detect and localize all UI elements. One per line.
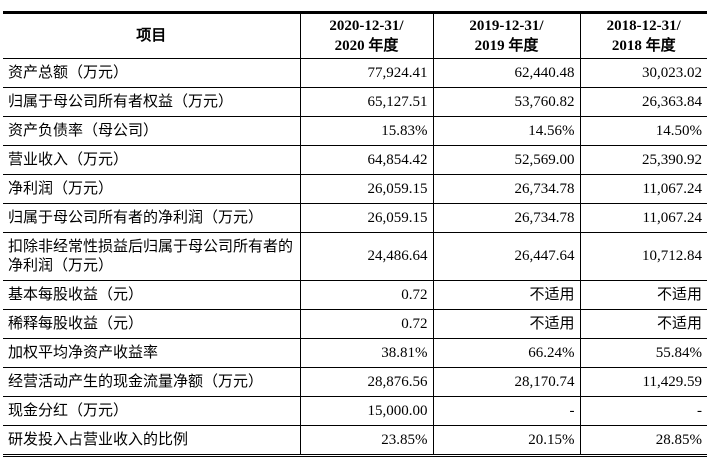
header-text: 2019 年度 — [474, 38, 539, 54]
header-2019: 2019-12-31/2019 年度 — [432, 12, 581, 59]
row-label: 现金分红（万元） — [3, 396, 301, 426]
header-text: 2020-12-31/ — [329, 18, 404, 34]
value-cell: 10,712.84 — [579, 232, 707, 281]
value-cell: 24,486.64 — [299, 232, 434, 281]
value-cell: 23.85% — [299, 425, 434, 456]
table-row: 资产负债率（母公司） 15.83% 14.56% 14.50% — [3, 116, 707, 146]
header-text: 2018 年度 — [611, 38, 676, 54]
table-row: 归属于母公司所有者的净利润（万元） 26,059.15 26,734.78 11,06… — [3, 203, 707, 233]
row-label: 扣除非经常性损益后归属于母公司所有者的净利润（万元） — [3, 232, 301, 281]
value-cell: 55.84% — [579, 338, 707, 368]
value-cell: 不适用 — [579, 309, 707, 339]
value-cell: 26,734.78 — [432, 203, 581, 233]
value-cell: 30,023.02 — [579, 58, 707, 88]
value-cell: 64,854.42 — [299, 145, 434, 175]
table-row: 扣除非经常性损益后归属于母公司所有者的净利润（万元） 24,486.64 26,44… — [3, 232, 707, 281]
value-cell: 28.85% — [579, 425, 707, 456]
value-cell: 不适用 — [432, 309, 581, 339]
value-cell: 14.56% — [432, 116, 581, 146]
table-row: 净利润（万元） 26,059.15 26,734.78 11,067.24 — [3, 174, 707, 204]
value-cell: 11,067.24 — [579, 203, 707, 233]
table-row: 现金分红（万元） 15,000.00- - — [3, 396, 707, 426]
row-label: 加权平均净资产收益率 — [3, 338, 301, 368]
row-label: 净利润（万元） — [3, 174, 301, 204]
value-cell: 15.83% — [299, 116, 434, 146]
value-cell: - — [432, 396, 581, 426]
value-cell: 53,760.82 — [432, 87, 581, 117]
value-cell: 26,734.78 — [432, 174, 581, 204]
value-cell: 11,067.24 — [579, 174, 707, 204]
row-label: 经营活动产生的现金流量净额（万元） — [3, 367, 301, 397]
row-label: 营业收入（万元） — [3, 145, 301, 175]
row-label: 归属于母公司所有者的净利润（万元） — [3, 203, 301, 233]
table-row: 基本每股收益（元） 0.72 不适用 不适用 — [3, 280, 707, 310]
value-cell: 77,924.41 — [299, 58, 434, 88]
value-cell: 26,447.64 — [432, 232, 581, 281]
financial-summary-table: 项目 2020-12-31/2020 年度 2019-12-31/2019 年度… — [3, 11, 707, 457]
value-cell: 0.72 — [299, 280, 434, 310]
value-cell: 52,569.00 — [432, 145, 581, 175]
header-text: 项目 — [136, 28, 167, 44]
header-text: 2020 年度 — [334, 38, 399, 54]
value-cell: 不适用 — [579, 280, 707, 310]
value-cell: 38.81% — [299, 338, 434, 368]
value-cell: 65,127.51 — [299, 87, 434, 117]
row-label: 资产总额（万元） — [3, 58, 301, 88]
value-cell: 28,876.56 — [299, 367, 434, 397]
table-row: 研发投入占营业收入的比例 23.85% 20.15% 28.85% — [3, 425, 707, 456]
table-row: 资产总额（万元） 77,924.41 62,440.48 30,023.02 — [3, 58, 707, 88]
value-cell: 11,429.59 — [579, 367, 707, 397]
value-cell: 62,440.48 — [432, 58, 581, 88]
row-label: 归属于母公司所有者权益（万元） — [3, 87, 301, 117]
row-label: 基本每股收益（元） — [3, 280, 301, 310]
table-row: 加权平均净资产收益率 38.81% 66.24% 55.84% — [3, 338, 707, 368]
header-2018: 2018-12-31/2018 年度 — [579, 12, 707, 59]
header-text: 2018-12-31/ — [606, 18, 681, 34]
table-row: 营业收入（万元） 64,854.42 52,569.00 25,390.92 — [3, 145, 707, 175]
value-cell: 15,000.00 — [299, 396, 434, 426]
value-cell: 0.72 — [299, 309, 434, 339]
value-cell: 20.15% — [432, 425, 581, 456]
value-cell: 26,059.15 — [299, 203, 434, 233]
value-cell: 66.24% — [432, 338, 581, 368]
row-label: 资产负债率（母公司） — [3, 116, 301, 146]
row-label: 稀释每股收益（元） — [3, 309, 301, 339]
value-cell: 28,170.74 — [432, 367, 581, 397]
table-row: 经营活动产生的现金流量净额（万元） 28,876.56 28,170.74 11,42… — [3, 367, 707, 397]
value-cell: 25,390.92 — [579, 145, 707, 175]
table-row: 归属于母公司所有者权益（万元） 65,127.51 53,760.82 26,363.… — [3, 87, 707, 117]
row-label: 研发投入占营业收入的比例 — [3, 425, 301, 456]
header-item: 项目 — [3, 12, 301, 59]
value-cell: 26,363.84 — [579, 87, 707, 117]
header-text: 2019-12-31/ — [469, 18, 544, 34]
header-2020: 2020-12-31/2020 年度 — [299, 12, 434, 59]
table-row: 稀释每股收益（元） 0.72 不适用 不适用 — [3, 309, 707, 339]
value-cell: 不适用 — [432, 280, 581, 310]
table-header-row: 项目 2020-12-31/2020 年度 2019-12-31/2019 年度… — [3, 12, 707, 59]
value-cell: 26,059.15 — [299, 174, 434, 204]
value-cell: 14.50% — [579, 116, 707, 146]
value-cell: - — [579, 396, 707, 426]
